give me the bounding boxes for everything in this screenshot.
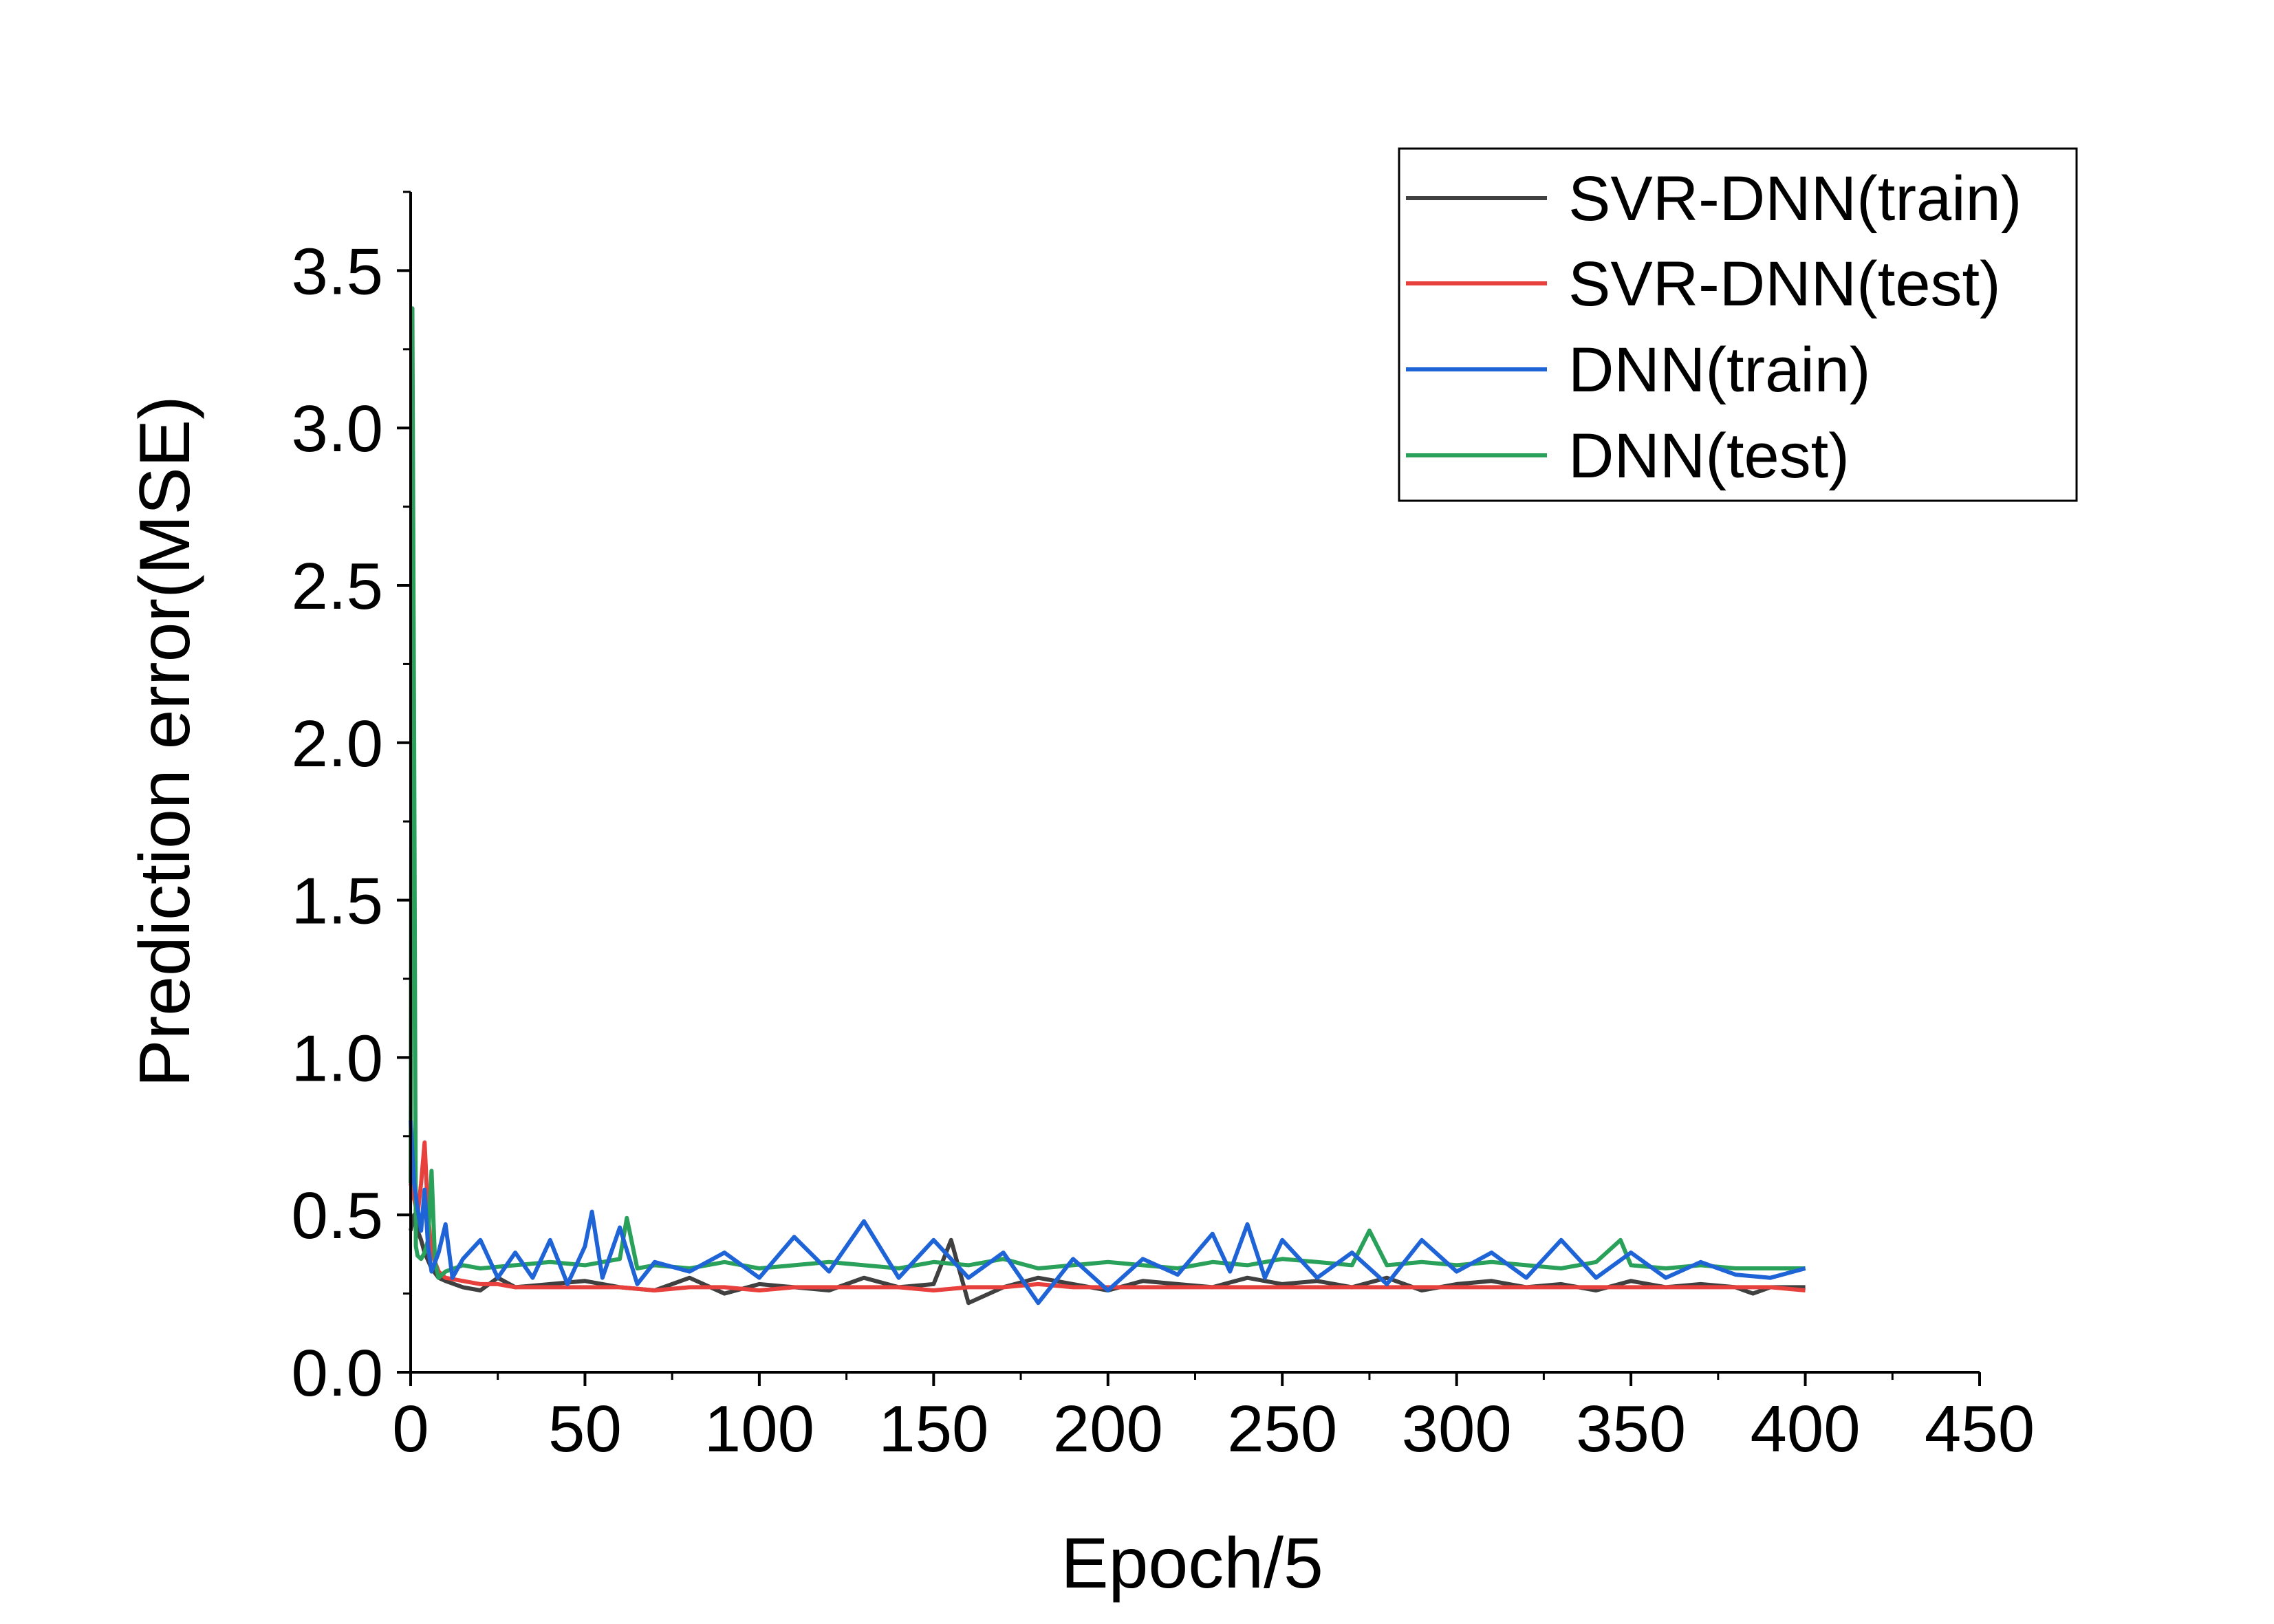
x-tick-label: 250 xyxy=(1227,1392,1337,1466)
x-tick-label: 100 xyxy=(704,1392,814,1466)
x-tick-label: 400 xyxy=(1750,1392,1860,1466)
legend-label-svr-dnn-test: SVR-DNN(test) xyxy=(1568,249,2001,319)
x-tick-label: 0 xyxy=(392,1392,429,1466)
legend-entry-svr-dnn-test: SVR-DNN(test) xyxy=(1406,249,2001,319)
y-tick-label: 3.0 xyxy=(292,392,383,466)
axes: 0 50 100 150 200 250 300 350 400 450 0.0 0.5 1.0 1.5 2… xyxy=(292,191,2035,1466)
legend-label-dnn-train: DNN(train) xyxy=(1568,335,1871,405)
x-tick-label: 200 xyxy=(1053,1392,1163,1466)
y-tick-label: 0.5 xyxy=(292,1179,383,1253)
x-axis-title: Epoch/5 xyxy=(1061,1524,1323,1603)
legend-label-svr-dnn-train: SVR-DNN(train) xyxy=(1568,164,2022,234)
legend: SVR-DNN(train) SVR-DNN(test) DNN(train) … xyxy=(1398,147,2078,502)
x-tick-label: 350 xyxy=(1576,1392,1686,1466)
y-axis-title: Prediction error(MSE) xyxy=(125,396,205,1087)
x-tick-label: 300 xyxy=(1402,1392,1512,1466)
series-line-dnn-train xyxy=(409,1120,1806,1306)
legend-box xyxy=(1398,147,2078,502)
series-layer xyxy=(409,306,1806,1306)
legend-entry-dnn-test: DNN(test) xyxy=(1406,421,1850,491)
x-tick-label: 50 xyxy=(548,1392,622,1466)
y-tick-label: 1.5 xyxy=(292,865,383,938)
y-tick-label: 2.5 xyxy=(292,550,383,623)
x-tick-label: 150 xyxy=(878,1392,988,1466)
legend-entry-dnn-train: DNN(train) xyxy=(1406,335,1871,405)
series-line-svr-dnn-test xyxy=(409,1140,1806,1292)
legend-label-dnn-test: DNN(test) xyxy=(1568,421,1850,491)
y-tick-label: 2.0 xyxy=(292,707,383,781)
y-tick-label: 0.0 xyxy=(292,1336,383,1410)
x-tick-label: 450 xyxy=(1925,1392,2035,1466)
legend-entry-svr-dnn-train: SVR-DNN(train) xyxy=(1406,164,2022,234)
y-tick-label: 1.0 xyxy=(292,1021,383,1095)
y-tick-label: 3.5 xyxy=(292,235,383,308)
